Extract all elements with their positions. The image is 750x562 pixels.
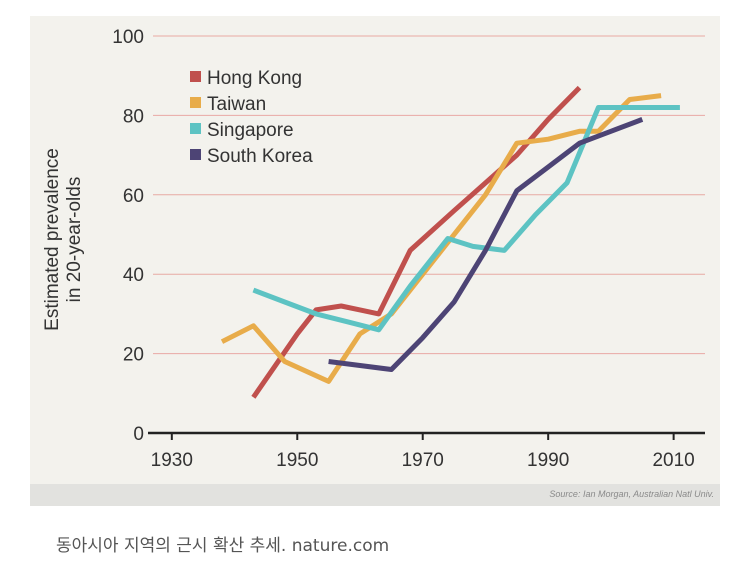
x-tick-label-1990: 1990 [527, 450, 569, 471]
y-tick-label-100: 100 [112, 27, 144, 48]
y-tick-label-0: 0 [133, 424, 144, 445]
x-tick-label-1950: 1950 [276, 450, 318, 471]
x-tick-label-1930: 1930 [151, 450, 193, 471]
y-axis-label-line-2: in 20-year-olds [64, 177, 85, 303]
legend-label-taiwan: Taiwan [207, 94, 266, 115]
y-tick-label-20: 20 [123, 345, 144, 366]
x-tick-label-2010: 2010 [652, 450, 694, 471]
series-line-south-korea [328, 117, 644, 372]
y-tick-label-80: 80 [123, 106, 144, 127]
series-line-hong-kong [251, 85, 582, 399]
legend-swatch-south-korea [190, 149, 201, 160]
series-line-taiwan [220, 93, 662, 384]
chart-figure: 0 20 40 60 80 100 1930 1950 1970 1990 2010 Estimate… [30, 16, 720, 506]
legend-label-hong-kong: Hong Kong [207, 68, 302, 89]
y-tick-label-60: 60 [123, 186, 144, 207]
line-chart: 0 20 40 60 80 100 1930 1950 1970 1990 2010 Estimate… [42, 27, 705, 471]
legend-swatch-taiwan [190, 97, 201, 108]
legend-label-singapore: Singapore [207, 120, 294, 141]
y-tick-label-40: 40 [123, 265, 144, 286]
x-tick-label-1970: 1970 [402, 450, 444, 471]
source-bar: Source: Ian Morgan, Australian Natl Univ… [30, 484, 720, 506]
y-axis-label-line-1: Estimated prevalence [42, 148, 63, 331]
y-axis-label: Estimated prevalence in 20-year-olds [42, 148, 85, 331]
legend-swatch-hong-kong [190, 71, 201, 82]
figure-caption: 동아시아 지역의 근시 확산 추세. nature.com [56, 536, 390, 556]
series-line-singapore [252, 105, 680, 333]
legend-swatch-singapore [190, 123, 201, 134]
legend-label-south-korea: South Korea [207, 146, 313, 167]
source-credit: Source: Ian Morgan, Australian Natl Univ… [549, 489, 714, 499]
